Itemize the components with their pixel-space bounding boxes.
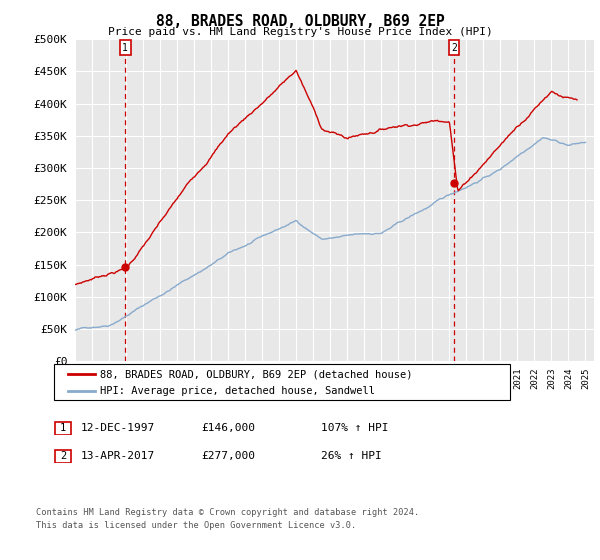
Text: 2: 2 (451, 43, 457, 53)
Text: £277,000: £277,000 (201, 451, 255, 461)
Text: 88, BRADES ROAD, OLDBURY, B69 2EP (detached house): 88, BRADES ROAD, OLDBURY, B69 2EP (detac… (100, 369, 412, 379)
Text: 107% ↑ HPI: 107% ↑ HPI (321, 423, 389, 433)
Text: £146,000: £146,000 (201, 423, 255, 433)
Text: 2: 2 (60, 451, 66, 461)
Text: 26% ↑ HPI: 26% ↑ HPI (321, 451, 382, 461)
Text: This data is licensed under the Open Government Licence v3.0.: This data is licensed under the Open Gov… (36, 521, 356, 530)
Text: HPI: Average price, detached house, Sandwell: HPI: Average price, detached house, Sand… (100, 386, 374, 396)
Text: 1: 1 (60, 423, 66, 433)
Text: 88, BRADES ROAD, OLDBURY, B69 2EP: 88, BRADES ROAD, OLDBURY, B69 2EP (155, 14, 445, 29)
Text: 1: 1 (122, 43, 128, 53)
Text: 13-APR-2017: 13-APR-2017 (81, 451, 155, 461)
Text: Contains HM Land Registry data © Crown copyright and database right 2024.: Contains HM Land Registry data © Crown c… (36, 508, 419, 517)
FancyBboxPatch shape (54, 364, 510, 400)
Text: Price paid vs. HM Land Registry's House Price Index (HPI): Price paid vs. HM Land Registry's House … (107, 27, 493, 37)
FancyBboxPatch shape (55, 450, 71, 463)
FancyBboxPatch shape (55, 422, 71, 435)
Text: 12-DEC-1997: 12-DEC-1997 (81, 423, 155, 433)
